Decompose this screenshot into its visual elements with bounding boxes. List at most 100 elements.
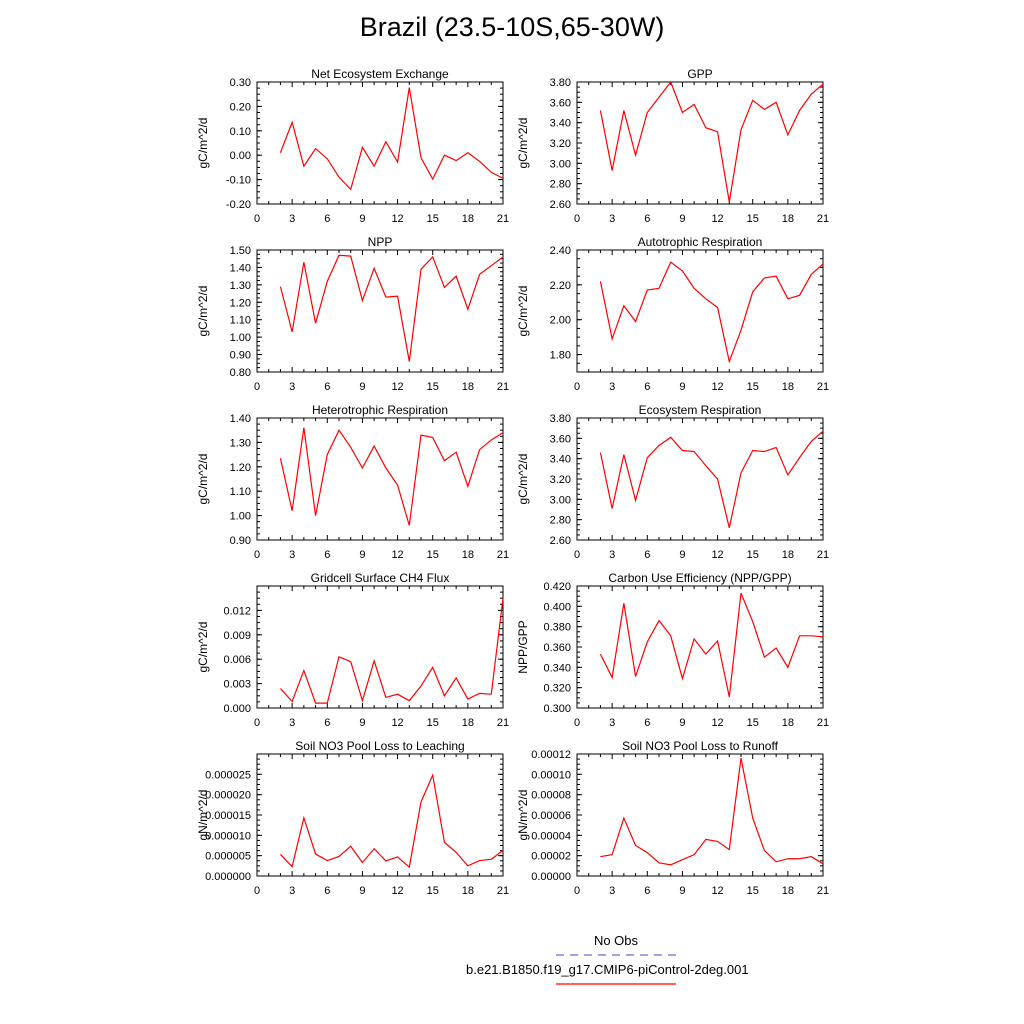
- plot-frame: [576, 417, 824, 541]
- legend-model-label: b.e21.B1850.f19_g17.CMIP6-piControl-2deg…: [466, 962, 749, 977]
- y-tick-label: 2.60: [550, 199, 571, 211]
- y-tick-label: 3.40: [550, 118, 571, 130]
- y-tick-label: 0.00006: [531, 810, 571, 822]
- x-tick-label: 18: [782, 213, 794, 225]
- x-tick-label: 21: [817, 549, 829, 561]
- series-line-0: [279, 773, 504, 869]
- x-tick-label: 6: [324, 549, 330, 561]
- y-axis-label: gN/m^2/d: [196, 790, 210, 841]
- y-tick-label: 0.360: [543, 642, 571, 654]
- x-tick-label: 3: [289, 213, 295, 225]
- x-tick-label: 15: [427, 549, 439, 561]
- y-tick-label: 0.000005: [205, 851, 251, 863]
- y-tick-label: 2.80: [550, 179, 571, 191]
- x-tick-label: 12: [391, 381, 403, 393]
- series-line-0: [600, 757, 824, 866]
- y-axis-label: gC/m^2/d: [196, 454, 210, 505]
- y-tick-label: 1.30: [230, 437, 251, 449]
- x-tick-label: 15: [427, 381, 439, 393]
- y-tick-label: 0.012: [223, 605, 251, 617]
- y-tick-label: 0.30: [230, 77, 251, 89]
- panel-title: Gridcell Surface CH4 Flux: [311, 571, 450, 585]
- panel-title: Autotrophic Respiration: [638, 235, 763, 249]
- y-axis-label: NPP/GPP: [516, 620, 530, 673]
- x-tick-label: 18: [462, 549, 474, 561]
- x-tick-label: 0: [254, 213, 260, 225]
- legend-obs-label: No Obs: [593, 933, 639, 948]
- x-tick-label: 21: [497, 717, 509, 729]
- y-tick-label: 3.20: [550, 474, 571, 486]
- y-tick-label: 0.00004: [531, 830, 571, 842]
- y-tick-label: 3.60: [550, 433, 571, 445]
- x-tick-label: 9: [679, 381, 685, 393]
- y-tick-label: 0.80: [230, 367, 251, 379]
- x-tick-label: 3: [289, 381, 295, 393]
- y-tick-label: 3.40: [550, 454, 571, 466]
- plot-frame: [256, 81, 504, 205]
- y-tick-label: 0.90: [230, 350, 251, 362]
- x-tick-label: 18: [462, 885, 474, 897]
- y-tick-label: 1.10: [230, 486, 251, 498]
- x-tick-label: 3: [609, 549, 615, 561]
- y-tick-label: 3.00: [550, 158, 571, 170]
- x-tick-label: 18: [782, 717, 794, 729]
- series-line-0: [279, 87, 504, 191]
- x-tick-label: 3: [609, 381, 615, 393]
- x-tick-label: 9: [359, 549, 365, 561]
- chart-panel-9: Soil NO3 Pool Loss to Runoff gN/m^2/d 0 3 6 9…: [516, 739, 829, 897]
- x-tick-label: 15: [427, 213, 439, 225]
- x-tick-label: 18: [782, 549, 794, 561]
- x-tick-label: 15: [747, 381, 759, 393]
- x-tick-label: 9: [679, 885, 685, 897]
- y-tick-label: 0.000000: [205, 871, 251, 883]
- series-line-0: [599, 80, 824, 203]
- y-tick-label: 0.003: [223, 679, 251, 691]
- x-tick-label: 3: [289, 717, 295, 729]
- x-tick-label: 6: [644, 885, 650, 897]
- plot-frame: [576, 249, 824, 373]
- panel-title: Heterotrophic Respiration: [312, 403, 448, 417]
- x-tick-label: 21: [817, 717, 829, 729]
- y-tick-label: 1.80: [550, 350, 571, 362]
- series-line-0: [599, 430, 824, 528]
- y-tick-label: 0.00008: [531, 790, 571, 802]
- x-tick-label: 12: [391, 717, 403, 729]
- x-tick-label: 0: [254, 717, 260, 729]
- x-tick-label: 0: [254, 885, 260, 897]
- x-tick-label: 12: [711, 213, 723, 225]
- x-tick-label: 6: [644, 549, 650, 561]
- x-tick-label: 21: [497, 213, 509, 225]
- y-tick-label: 3.60: [550, 97, 571, 109]
- x-tick-label: 18: [782, 381, 794, 393]
- x-tick-label: 3: [609, 717, 615, 729]
- y-tick-label: 3.80: [550, 77, 571, 89]
- page-title: Brazil (23.5-10S,65-30W): [359, 12, 665, 42]
- y-tick-label: -0.20: [226, 199, 251, 211]
- y-tick-label: 1.30: [230, 280, 251, 292]
- y-tick-label: 0.20: [230, 101, 251, 113]
- y-tick-label: 2.00: [550, 315, 571, 327]
- y-tick-label: 0.340: [543, 662, 571, 674]
- x-tick-label: 6: [644, 717, 650, 729]
- y-tick-label: 0.320: [543, 683, 571, 695]
- chart-panel-3: Autotrophic Respiration gC/m^2/d 0 3 6 9 12 15 1…: [516, 235, 829, 393]
- x-tick-label: 0: [254, 549, 260, 561]
- series-line-0: [279, 598, 504, 704]
- x-tick-label: 0: [254, 381, 260, 393]
- y-tick-label: 0.00010: [531, 769, 571, 781]
- x-tick-label: 3: [609, 213, 615, 225]
- y-axis-label: gC/m^2/d: [516, 118, 530, 169]
- x-tick-label: 9: [359, 717, 365, 729]
- chart-panel-0: Net Ecosystem Exchange gC/m^2/d 0 3 6 9 12 15 18…: [196, 67, 509, 225]
- x-tick-label: 6: [324, 381, 330, 393]
- x-tick-label: 9: [359, 381, 365, 393]
- x-tick-label: 12: [391, 885, 403, 897]
- y-tick-label: 2.40: [550, 245, 571, 257]
- x-tick-label: 9: [359, 213, 365, 225]
- x-tick-label: 3: [289, 885, 295, 897]
- y-axis-label: gN/m^2/d: [516, 790, 530, 841]
- x-tick-label: 21: [497, 381, 509, 393]
- x-tick-label: 18: [462, 381, 474, 393]
- y-axis-label: gC/m^2/d: [196, 622, 210, 673]
